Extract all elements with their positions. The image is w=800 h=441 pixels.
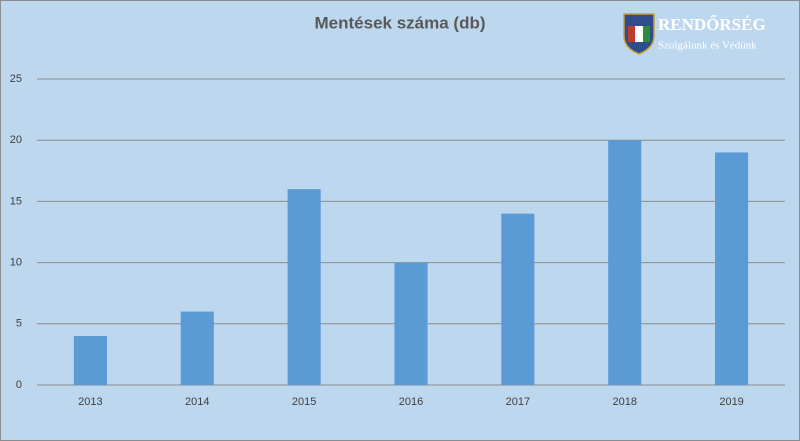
y-tick-label: 0 [16, 379, 22, 391]
logo-stripe [643, 26, 650, 42]
bar [715, 152, 749, 385]
logo: RENDŐRSÉG Szolgálunk és Védünk [623, 13, 766, 55]
bar [394, 262, 428, 385]
bar [608, 140, 642, 385]
y-tick-label: 5 [16, 318, 22, 330]
logo-stripe [628, 26, 635, 42]
y-tick-label: 20 [10, 134, 22, 146]
x-tick-label: 2016 [399, 396, 423, 408]
x-tick-label: 2018 [612, 396, 636, 408]
logo-title: RENDŐRSÉG [658, 15, 766, 34]
x-tick-label: 2015 [292, 396, 316, 408]
y-tick-label: 25 [10, 73, 22, 85]
y-tick-label: 10 [10, 257, 22, 269]
x-tick-label: 2013 [78, 396, 102, 408]
logo-stripe [635, 26, 643, 42]
bar [73, 336, 107, 385]
x-tick-label: 2019 [719, 396, 743, 408]
bar [287, 189, 321, 385]
logo-subtitle: Szolgálunk és Védünk [658, 40, 757, 52]
x-tick-label: 2014 [185, 396, 209, 408]
y-tick-label: 15 [10, 195, 22, 207]
x-tick-label: 2017 [506, 396, 530, 408]
bar [501, 213, 535, 385]
bar [180, 311, 214, 385]
chart-title: Mentések száma (db) [315, 13, 486, 32]
